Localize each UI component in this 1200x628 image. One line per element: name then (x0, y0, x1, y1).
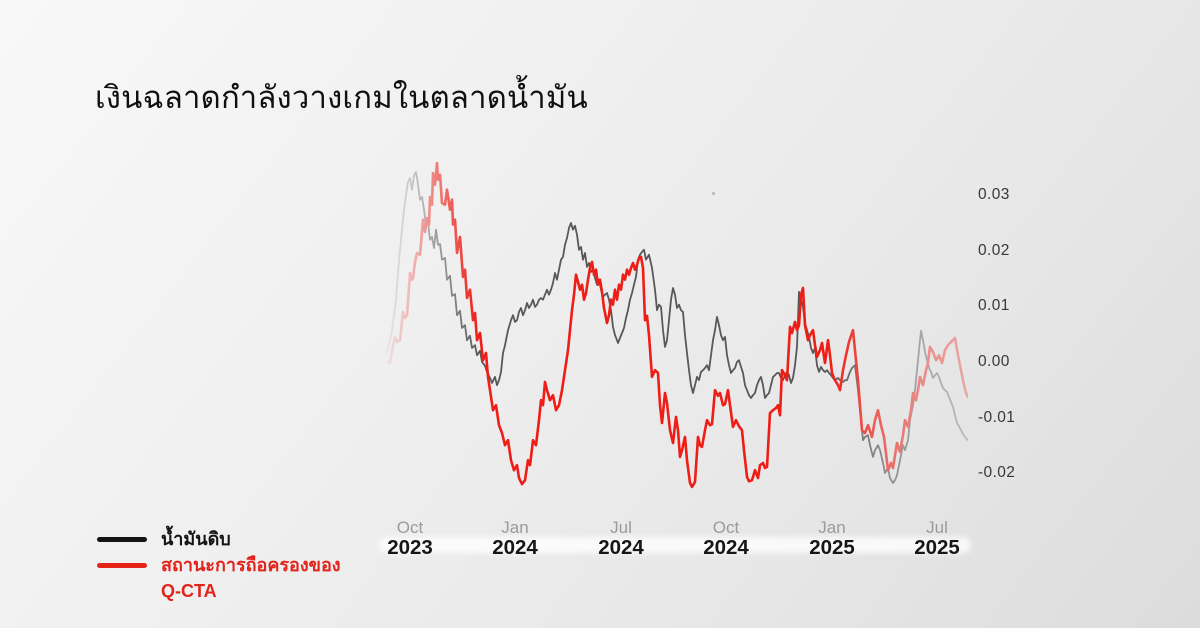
line-chart (386, 161, 968, 489)
legend-label-qcta: สถานะการถือครองของ Q-CTA (161, 552, 341, 604)
series-line-crude-oil (386, 170, 968, 484)
x-tick-label: Jan 2024 (492, 519, 538, 558)
crude-oil-line-swatch (97, 537, 147, 542)
x-axis-highlight-band (379, 537, 971, 553)
x-tick-label: Jan 2025 (809, 519, 855, 558)
x-tick-year: 2025 (914, 536, 960, 559)
y-tick-label: -0.02 (978, 464, 1016, 482)
x-tick-month: Oct (712, 518, 740, 537)
x-tick-month: Jul (610, 518, 632, 537)
legend-label-crude-oil: น้ำมันดิบ (161, 529, 231, 549)
x-tick-label: Oct 2024 (703, 519, 749, 558)
y-tick-label: 0.00 (978, 353, 1010, 370)
y-tick-label: 0.01 (978, 297, 1010, 315)
legend: น้ำมันดิบ สถานะการถือครองของ Q-CTA (97, 526, 341, 604)
x-tick-month: Jul (926, 518, 948, 537)
x-tick-label: Jul 2025 (914, 519, 960, 558)
legend-item-qcta: สถานะการถือครองของ Q-CTA (97, 552, 341, 604)
x-tick-year: 2024 (492, 536, 538, 559)
series-line-qcta (386, 161, 968, 489)
y-tick-label: 0.03 (978, 186, 1010, 204)
dust-speck (712, 192, 715, 195)
x-tick-label: Oct 2023 (387, 519, 433, 558)
x-tick-year: 2025 (809, 536, 855, 559)
x-tick-year: 2023 (387, 536, 433, 559)
x-tick-month: Jan (818, 518, 846, 537)
qcta-line-swatch (97, 563, 147, 568)
legend-label-qcta-line1: สถานะการถือครองของ (161, 555, 341, 575)
y-tick-label: -0.01 (978, 408, 1016, 426)
y-tick-label: 0.02 (978, 241, 1010, 259)
x-tick-year: 2024 (598, 536, 644, 559)
x-tick-label: Jul 2024 (598, 519, 644, 558)
x-tick-month: Jan (501, 518, 529, 537)
x-tick-year: 2024 (703, 536, 749, 559)
legend-item-crude-oil: น้ำมันดิบ (97, 526, 341, 552)
x-tick-month: Oct (396, 518, 424, 537)
page-title: เงินฉลาดกำลังวางเกมในตลาดน้ำมัน (95, 80, 588, 115)
legend-label-qcta-line2: Q-CTA (161, 581, 217, 601)
